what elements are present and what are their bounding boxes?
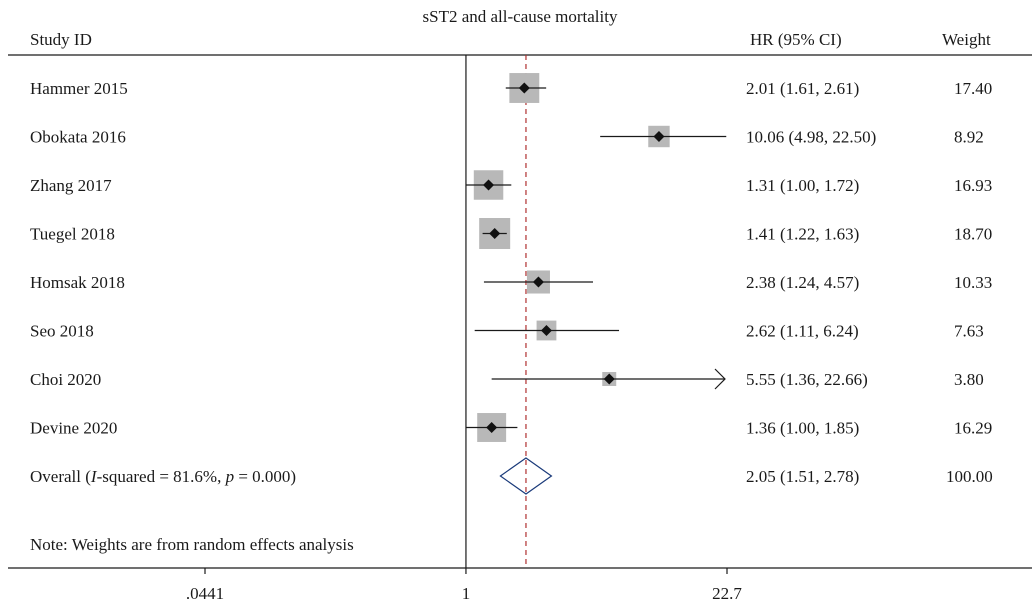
study-row: Seo 2018 2.62 (1.11, 6.24) 7.63 [30,320,984,341]
overall-label: Overall (I-squared = 81.6%, p = 0.000) [30,467,296,486]
x-tick-label-2: 22.7 [712,584,742,603]
study-hr-ci: 2.38 (1.24, 4.57) [746,273,859,292]
study-hr-ci: 2.62 (1.11, 6.24) [746,322,859,341]
point-estimate [486,422,498,433]
study-hr-ci: 1.36 (1.00, 1.85) [746,419,859,438]
study-label: Zhang 2017 [30,176,112,195]
header-hr-ci: HR (95% CI) [750,30,842,49]
point-estimate [532,276,544,288]
study-weight: 8.92 [954,128,984,147]
study-hr-ci: 1.31 (1.00, 1.72) [746,176,859,195]
point-estimate [603,373,615,385]
point-estimate [540,325,552,336]
study-row: Devine 2020 1.36 (1.00, 1.85) 16.29 [30,413,992,442]
study-hr-ci: 10.06 (4.98, 22.50) [746,128,876,147]
overall-hr-ci: 2.05 (1.51, 2.78) [746,467,859,486]
study-label: Tuegel 2018 [30,225,115,244]
study-label: Homsak 2018 [30,273,125,292]
study-row: Homsak 2018 2.38 (1.24, 4.57) 10.33 [30,270,992,294]
study-weight: 16.29 [954,419,992,438]
header-weight: Weight [942,30,991,49]
study-label: Obokata 2016 [30,128,126,147]
study-row: Choi 2020 5.55 (1.36, 22.66) 3.80 [30,368,984,390]
overall-diamond [499,457,553,495]
study-row: Tuegel 2018 1.41 (1.22, 1.63) 18.70 [30,218,992,249]
study-label: Devine 2020 [30,419,117,438]
point-estimate [489,228,501,239]
x-axis: .0441 1 22.7 [8,55,1032,603]
study-weight: 3.80 [954,370,984,389]
study-hr-ci: 5.55 (1.36, 22.66) [746,370,868,389]
study-weight: 16.93 [954,176,992,195]
point-estimate [483,179,495,191]
chart-title: sST2 and all-cause mortality [423,7,618,26]
point-estimate [653,131,665,142]
overall-row: Overall (I-squared = 81.6%, p = 0.000) 2.… [30,457,993,495]
study-weight: 10.33 [954,273,992,292]
study-label: Hammer 2015 [30,79,128,98]
study-weight: 18.70 [954,225,992,244]
x-tick-label-1: 1 [462,584,471,603]
point-estimate [518,82,530,94]
study-weight: 7.63 [954,322,984,341]
study-weight: 17.40 [954,79,992,98]
ci-arrow [714,368,726,390]
study-hr-ci: 2.01 (1.61, 2.61) [746,79,859,98]
study-row: Hammer 2015 2.01 (1.61, 2.61) 17.40 [30,73,992,103]
x-tick-label-0: .0441 [186,584,224,603]
study-hr-ci: 1.41 (1.22, 1.63) [746,225,859,244]
study-label: Seo 2018 [30,322,94,341]
study-row: Zhang 2017 1.31 (1.00, 1.72) 16.93 [30,170,992,200]
study-row: Obokata 2016 10.06 (4.98, 22.50) 8.92 [30,125,984,148]
study-label: Choi 2020 [30,370,101,389]
overall-weight: 100.00 [946,467,993,486]
study-rows: Hammer 2015 2.01 (1.61, 2.61) 17.40 Obokata… [30,73,993,495]
footnote: Note: Weights are from random effects an… [30,535,354,554]
header-study-id: Study ID [30,30,92,49]
